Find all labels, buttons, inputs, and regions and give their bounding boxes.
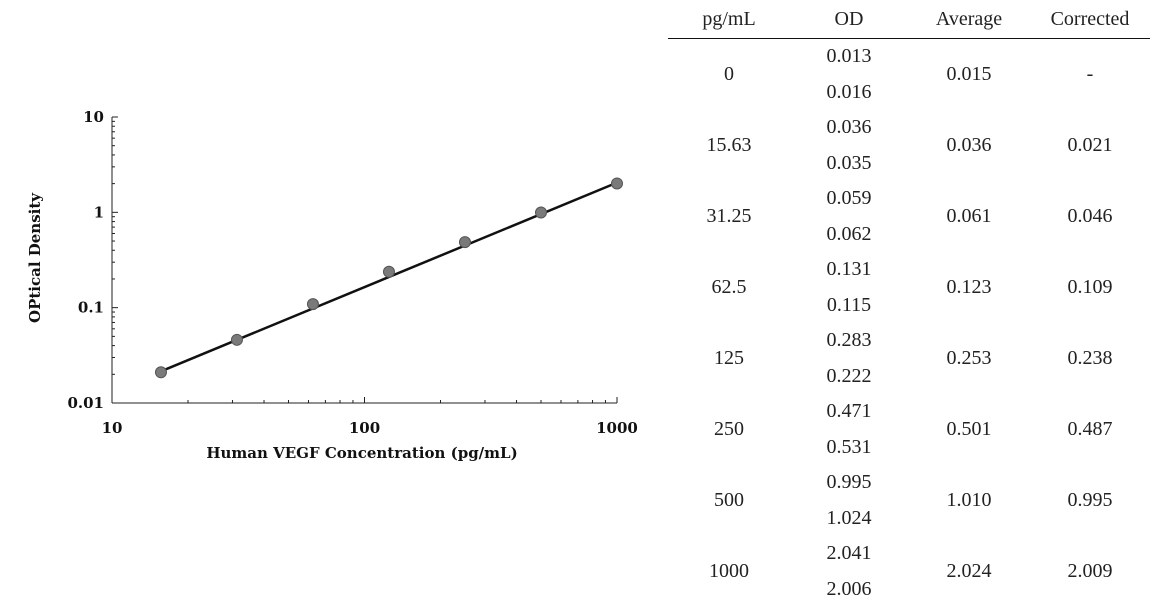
- y-tick-label: 1: [94, 203, 104, 221]
- cell-od: 0.115: [790, 288, 908, 324]
- cell-corrected: 2.009: [1030, 536, 1150, 607]
- cell-concentration: 1000: [668, 536, 790, 607]
- cell-od: 0.035: [790, 146, 908, 182]
- cell-od: 0.222: [790, 359, 908, 395]
- data-point: [535, 207, 546, 218]
- cell-concentration: 0: [668, 39, 790, 111]
- header-concentration: pg/mL: [668, 0, 790, 39]
- cell-average: 1.010: [908, 465, 1030, 536]
- cell-concentration: 62.5: [668, 252, 790, 323]
- cell-corrected: 0.238: [1030, 323, 1150, 394]
- cell-corrected: 0.021: [1030, 110, 1150, 181]
- cell-corrected: 0.995: [1030, 465, 1150, 536]
- cell-od: 0.013: [790, 39, 908, 75]
- cell-average: 0.501: [908, 394, 1030, 465]
- cell-average: 0.015: [908, 39, 1030, 111]
- cell-concentration: 500: [668, 465, 790, 536]
- cell-od: 0.531: [790, 430, 908, 466]
- chart-ticks: 10 100 1000 10 1 0.1 0.01: [67, 108, 637, 437]
- x-tick-label: 100: [349, 419, 380, 437]
- standard-curve-chart: 10 100 1000 10 1 0.1 0.01 Human VEGF Concentra…: [0, 0, 660, 602]
- data-point: [612, 178, 623, 189]
- cell-od: 0.016: [790, 75, 908, 111]
- cell-corrected: 0.046: [1030, 181, 1150, 252]
- y-tick-label: 0.1: [78, 299, 104, 317]
- y-tick-label: 10: [83, 108, 104, 126]
- cell-concentration: 125: [668, 323, 790, 394]
- header-corrected: Corrected: [1030, 0, 1150, 39]
- x-tick-label: 10: [102, 419, 123, 437]
- table-header-row: pg/mL OD Average Corrected: [668, 0, 1150, 39]
- data-point: [459, 237, 470, 248]
- x-axis-label: Human VEGF Concentration (pg/mL): [206, 444, 517, 462]
- cell-average: 2.024: [908, 536, 1030, 607]
- data-point: [155, 367, 166, 378]
- cell-od: 0.062: [790, 217, 908, 253]
- data-point: [231, 334, 242, 345]
- cell-average: 0.036: [908, 110, 1030, 181]
- chart-svg: 10 100 1000 10 1 0.1 0.01 Human VEGF Concentra…: [0, 0, 660, 602]
- cell-corrected: -: [1030, 39, 1150, 111]
- data-point: [383, 266, 394, 277]
- cell-od: 0.995: [790, 465, 908, 501]
- cell-od: 1.024: [790, 501, 908, 537]
- cell-od: 0.131: [790, 252, 908, 288]
- header-average: Average: [908, 0, 1030, 39]
- y-axis-label: OPtical Density: [26, 192, 44, 323]
- cell-corrected: 0.109: [1030, 252, 1150, 323]
- cell-od: 0.471: [790, 394, 908, 430]
- cell-average: 0.061: [908, 181, 1030, 252]
- cell-concentration: 15.63: [668, 110, 790, 181]
- x-tick-label: 1000: [596, 419, 638, 437]
- cell-average: 0.123: [908, 252, 1030, 323]
- cell-corrected: 0.487: [1030, 394, 1150, 465]
- cell-od: 2.041: [790, 536, 908, 572]
- data-point: [307, 299, 318, 310]
- cell-concentration: 31.25: [668, 181, 790, 252]
- header-od: OD: [790, 0, 908, 39]
- cell-average: 0.253: [908, 323, 1030, 394]
- cell-concentration: 250: [668, 394, 790, 465]
- y-tick-label: 0.01: [67, 394, 104, 412]
- cell-od: 0.283: [790, 323, 908, 359]
- cell-od: 0.036: [790, 110, 908, 146]
- cell-od: 0.059: [790, 181, 908, 217]
